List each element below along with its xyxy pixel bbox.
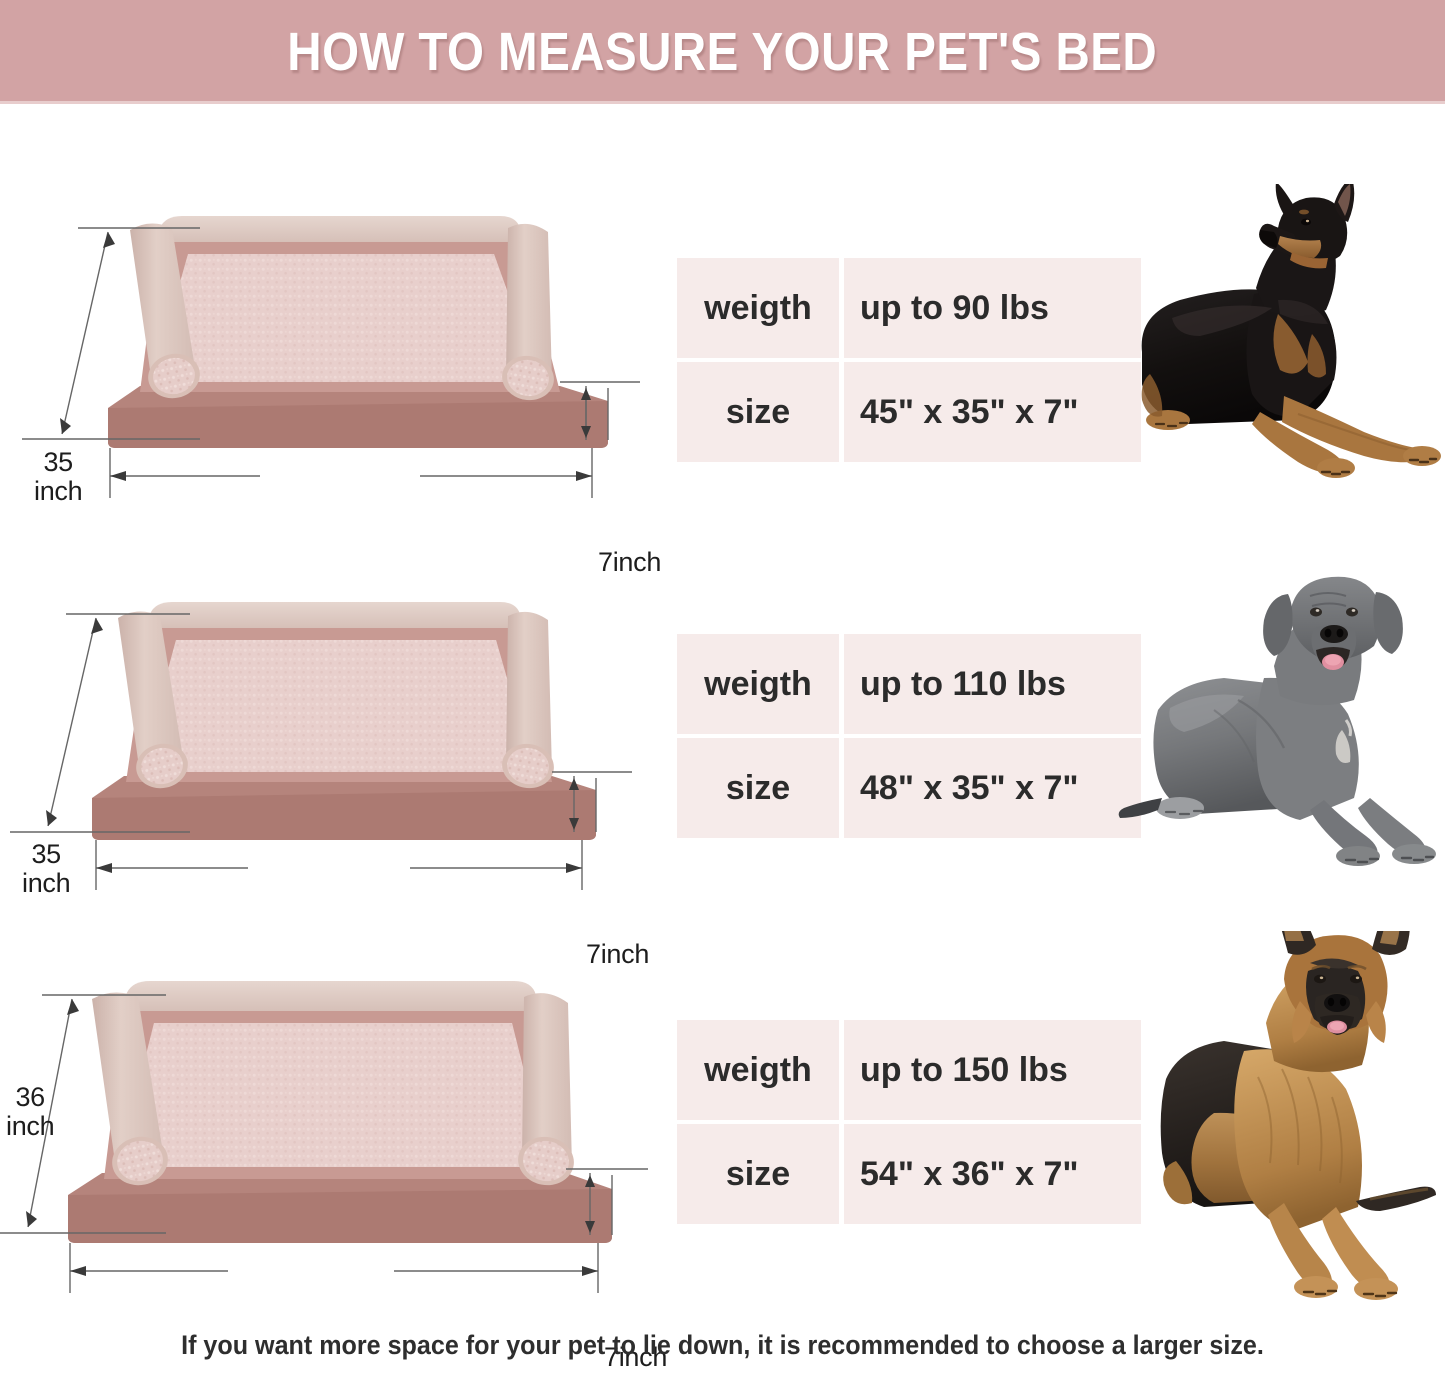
table-row: size 54" x 36" x 7" — [677, 1124, 1141, 1224]
spec-key-text: weigth — [704, 288, 812, 327]
spec-value-text: 48" x 35" x 7" — [860, 768, 1079, 807]
dog-photo-doberman-pinscher — [1128, 178, 1445, 489]
table-row: size 48" x 35" x 7" — [677, 738, 1141, 838]
spec-value-cell: 48" x 35" x 7" — [844, 738, 1141, 838]
table-row: weigth up to 110 lbs — [677, 634, 1141, 734]
table-row: size 45" x 35" x 7" — [677, 362, 1141, 462]
table-row: weigth up to 90 lbs — [677, 258, 1141, 358]
spec-key-text: size — [725, 1154, 791, 1193]
spec-key-cell: weigth — [677, 1020, 839, 1120]
page-title: HOW TO MEASURE YOUR PET'S BED — [287, 22, 1158, 82]
spec-key-cell: weigth — [677, 634, 839, 734]
spec-key-text: size — [725, 768, 791, 807]
dog-photo-german-shepherd — [1118, 895, 1445, 1316]
dimension-height-label: 35 inch — [22, 839, 71, 899]
table-row: weigth up to 150 lbs — [677, 1020, 1141, 1120]
size-row-45: 35 inch 7inch 45inch weigth up to 90 lbs… — [0, 178, 1445, 655]
bed-illustration — [10, 602, 632, 890]
dimension-height-label: 35 inch — [34, 447, 83, 507]
footer-recommendation: If you want more space for your pet to l… — [181, 1330, 1264, 1360]
spec-value-text: 54" x 36" x 7" — [860, 1154, 1079, 1193]
spec-key-cell: size — [677, 362, 839, 462]
spec-key-text: size — [725, 392, 791, 431]
spec-key-text: weigth — [704, 664, 812, 703]
spec-key-cell: weigth — [677, 258, 839, 358]
spec-value-cell: 45" x 35" x 7" — [844, 362, 1141, 462]
spec-table-48: weigth up to 110 lbs size 48" x 35" x 7" — [677, 634, 1141, 838]
spec-value-cell: up to 90 lbs — [844, 258, 1141, 358]
spec-key-text: weigth — [704, 1050, 812, 1089]
spec-value-text: 45" x 35" x 7" — [860, 392, 1079, 431]
bed-illustration — [0, 981, 648, 1293]
spec-value-text: up to 150 lbs — [860, 1050, 1068, 1089]
bed-diagram-45: 35 inch 7inch 45inch — [0, 186, 680, 655]
dog-photo-great-dane — [1118, 570, 1445, 875]
german-shepherd-illustration — [1160, 895, 1436, 1300]
spec-key-cell: size — [677, 1124, 839, 1224]
spec-value-cell: up to 110 lbs — [844, 634, 1141, 734]
size-row-48: 35 inch 7inch 48inch weigth up to 110 lb… — [0, 576, 1445, 1047]
spec-value-text: up to 110 lbs — [860, 664, 1066, 703]
doberman-pinscher-illustration — [1141, 178, 1441, 478]
bed-diagram-54: 36 inch 7inch 54inch — [0, 965, 680, 1372]
dimension-thickness-label: 7inch — [598, 547, 662, 577]
dimension-thickness-label: 7inch — [586, 939, 650, 969]
spec-table-54: weigth up to 150 lbs size 54" x 36" x 7" — [677, 1020, 1141, 1224]
header-banner: HOW TO MEASURE YOUR PET'S BED — [0, 0, 1445, 104]
spec-value-cell: 54" x 36" x 7" — [844, 1124, 1141, 1224]
spec-table-45: weigth up to 90 lbs size 45" x 35" x 7" — [677, 258, 1141, 462]
great-dane-illustration — [1118, 576, 1436, 866]
dimension-thickness-label: 7inch — [604, 1342, 668, 1372]
bed-illustration — [22, 216, 640, 498]
bed-diagram-48: 35 inch 7inch 48inch — [0, 576, 680, 1047]
spec-key-cell: size — [677, 738, 839, 838]
size-row-54: 36 inch 7inch 54inch weigth up to 150 lb… — [0, 895, 1445, 1372]
spec-value-text: up to 90 lbs — [860, 288, 1049, 327]
spec-value-cell: up to 150 lbs — [844, 1020, 1141, 1120]
dimension-height-label: 36 inch — [6, 1082, 55, 1142]
